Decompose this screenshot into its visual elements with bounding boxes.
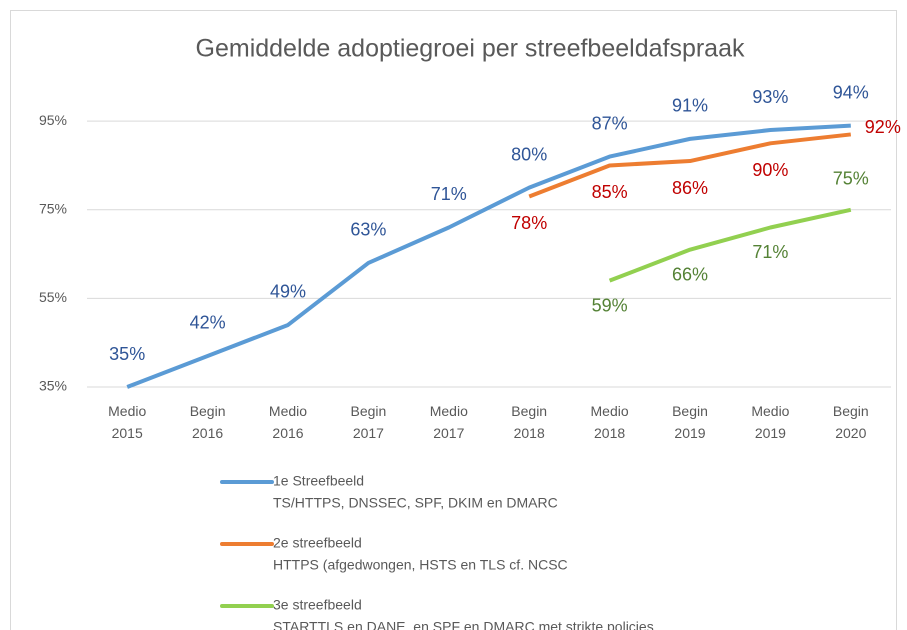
data-label: 78% [511,213,547,233]
data-label: 90% [752,160,788,180]
data-label: 63% [350,220,386,240]
y-tick-label: 55% [39,289,67,305]
legend-label: 1e Streefbeeld [273,473,364,489]
data-label: 91% [672,96,708,116]
data-label: 59% [592,295,628,315]
y-tick-label: 95% [39,112,67,128]
x-tick-label: Medio 2015 [108,403,146,441]
data-label: 87% [592,113,628,133]
series-line [608,207,852,283]
legend-description: TS/HTTPS, DNSSEC, SPF, DKIM en DMARC [273,495,558,511]
y-tick-label: 75% [39,200,67,216]
x-tick-label: Begin 2017 [350,403,386,441]
legend-description: STARTTLS en DANE, en SPF en DMARC met st… [273,619,654,630]
series-line [126,123,851,389]
data-label: 66% [672,264,708,284]
x-tick-label: Medio 2017 [430,403,468,441]
data-label: 93% [752,87,788,107]
x-tick-label: Begin 2016 [190,403,226,441]
x-tick-label: Begin 2020 [833,403,869,441]
legend-label: 2e streefbeeld [273,535,362,551]
chart-title: Gemiddelde adoptiegroei per streefbeelda… [196,35,745,63]
data-label: 71% [431,184,467,204]
x-tick-label: Begin 2018 [511,403,547,441]
x-tick-label: Begin 2019 [672,403,708,441]
data-label: 80% [511,144,547,164]
data-label: 85% [592,182,628,202]
legend-description: HTTPS (afgedwongen, HSTS en TLS cf. NCSC [273,557,568,573]
x-tick-label: Medio 2019 [751,403,789,441]
data-label: 94% [833,82,869,102]
legend-label: 3e streefbeeld [273,597,362,613]
x-tick-label: Medio 2016 [269,403,307,441]
data-label: 35% [109,344,145,364]
y-tick-label: 35% [39,378,67,394]
data-label: 49% [270,282,306,302]
series-line [528,132,852,199]
chart-border [10,10,897,630]
data-label: 75% [833,169,869,189]
data-label: 86% [672,178,708,198]
data-label: 71% [752,242,788,262]
data-label: 42% [190,313,226,333]
data-label: 92% [865,117,901,137]
x-tick-label: Medio 2018 [591,403,629,441]
